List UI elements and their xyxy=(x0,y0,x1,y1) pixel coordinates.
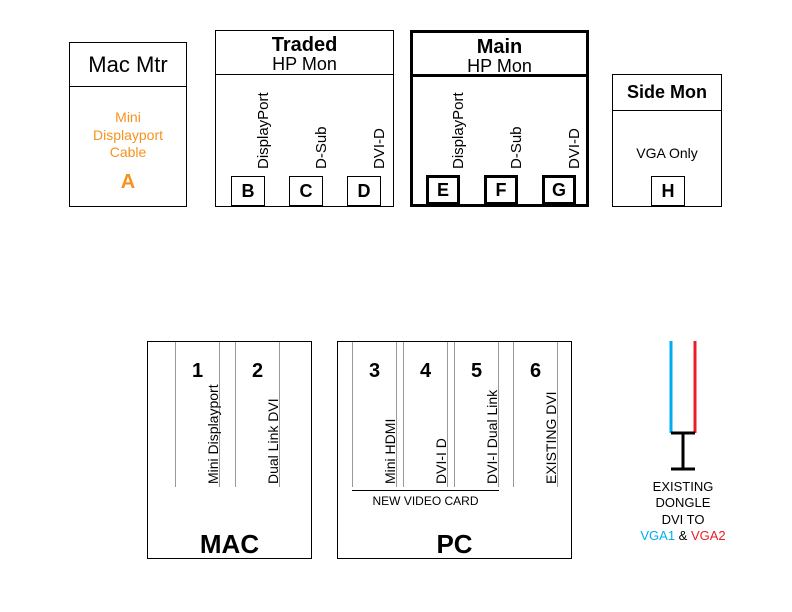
mac-cable-l3: Cable xyxy=(110,144,147,160)
computer-pc-label: PC xyxy=(338,529,571,560)
pc-slot-3-label: Mini HDMI xyxy=(382,419,398,484)
mac-slot-2-label: Dual Link DVI xyxy=(265,398,281,484)
monitor-traded: Traded HP Mon DisplayPort B D-Sub C DVI-… xyxy=(215,30,394,207)
pc-slot-6-num: 6 xyxy=(514,360,557,383)
monitor-main: Main HP Mon DisplayPort E D-Sub F DVI-D … xyxy=(410,30,589,207)
monitor-mac: Mac Mtr Mini Displayport Cable A xyxy=(69,42,187,207)
port-b-label: DisplayPort xyxy=(255,92,272,169)
port-f: F xyxy=(484,175,518,205)
computer-pc: 3 Mini HDMI 4 DVI-I D 5 DVI-I Dual Link … xyxy=(337,341,572,559)
mac-slot-2-num: 2 xyxy=(236,360,279,383)
pc-slot-6-label: EXISTING DVI xyxy=(543,391,559,484)
pc-slot-4-label: DVI-I D xyxy=(433,438,449,484)
monitor-mac-title-text: Mac Mtr xyxy=(88,52,167,78)
dongle-l2: DONGLE xyxy=(656,495,711,510)
pc-slot-3-num: 3 xyxy=(353,360,396,383)
pc-slot-5-label: DVI-I Dual Link xyxy=(484,390,500,484)
dongle-vga1: VGA1 xyxy=(640,528,675,543)
port-e-label: DisplayPort xyxy=(450,92,467,169)
new-video-card-line xyxy=(352,490,499,491)
port-b: B xyxy=(231,176,265,206)
monitor-main-title2: HP Mon xyxy=(413,56,586,77)
dongle-l3: DVI TO xyxy=(662,512,705,527)
monitor-main-title: Main HP Mon xyxy=(413,33,586,77)
mac-slot-1-label: Mini Displayport xyxy=(205,384,221,484)
port-c: C xyxy=(289,176,323,206)
monitor-side: Side Mon VGA Only H xyxy=(612,74,722,207)
new-video-card-caption: NEW VIDEO CARD xyxy=(352,494,499,508)
dongle: EXISTING DONGLE DVI TO VGA1 & VGA2 xyxy=(623,341,743,481)
monitor-traded-title: Traded HP Mon xyxy=(216,31,393,75)
computer-mac-label: MAC xyxy=(148,529,311,560)
mac-cable-l1: Mini xyxy=(115,109,141,125)
mac-cable-l2: Displayport xyxy=(93,127,163,143)
dongle-amp: & xyxy=(675,528,691,543)
computer-mac: 1 Mini Displayport 2 Dual Link DVI MAC xyxy=(147,341,312,559)
pc-slot-6: 6 EXISTING DVI xyxy=(513,342,558,487)
port-e: E xyxy=(426,175,460,205)
monitor-traded-title2: HP Mon xyxy=(216,54,393,75)
dongle-vga2: VGA2 xyxy=(691,528,726,543)
monitor-side-caption: VGA Only xyxy=(613,145,721,161)
pc-slot-5: 5 DVI-I Dual Link xyxy=(454,342,499,487)
port-d: D xyxy=(347,176,381,206)
monitor-mac-cable: Mini Displayport Cable xyxy=(70,109,186,162)
mac-slot-2: 2 Dual Link DVI xyxy=(235,342,280,487)
monitor-mac-port-a: A xyxy=(70,171,186,194)
port-g-label: DVI-D xyxy=(566,128,583,169)
monitor-side-title: Side Mon xyxy=(613,75,721,111)
dongle-icon xyxy=(623,341,743,481)
port-c-label: D-Sub xyxy=(313,126,330,169)
monitor-side-title-text: Side Mon xyxy=(627,82,707,103)
port-d-label: DVI-D xyxy=(371,128,388,169)
port-g: G xyxy=(542,175,576,205)
dongle-text: EXISTING DONGLE DVI TO VGA1 & VGA2 xyxy=(623,479,743,544)
pc-slot-3: 3 Mini HDMI xyxy=(352,342,397,487)
pc-slot-4-num: 4 xyxy=(404,360,447,383)
mac-slot-1: 1 Mini Displayport xyxy=(175,342,220,487)
port-f-label: D-Sub xyxy=(508,126,525,169)
dongle-l1: EXISTING xyxy=(653,479,714,494)
pc-slot-5-num: 5 xyxy=(455,360,498,383)
mac-slot-1-num: 1 xyxy=(176,360,219,383)
port-h: H xyxy=(651,176,685,206)
monitor-mac-title: Mac Mtr xyxy=(70,43,186,87)
pc-slot-4: 4 DVI-I D xyxy=(403,342,448,487)
